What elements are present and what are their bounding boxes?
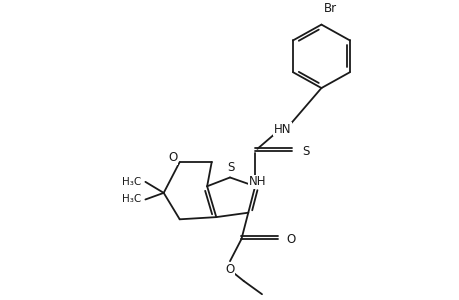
Text: O: O (285, 232, 295, 246)
Text: H₃C: H₃C (121, 177, 140, 187)
Text: HN: HN (273, 122, 291, 136)
Text: S: S (301, 145, 308, 158)
Text: O: O (168, 151, 177, 164)
Text: S: S (227, 161, 234, 174)
Text: H₃C: H₃C (121, 194, 140, 205)
Text: Br: Br (323, 2, 336, 15)
Text: NH: NH (248, 176, 266, 188)
Text: O: O (225, 263, 234, 276)
